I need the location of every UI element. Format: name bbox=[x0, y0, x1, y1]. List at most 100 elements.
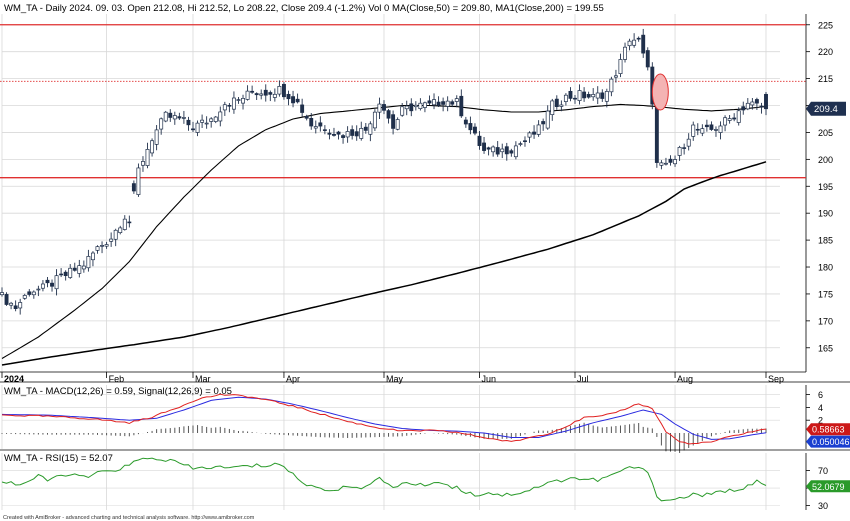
candle-body bbox=[559, 104, 564, 107]
candle-body bbox=[473, 126, 477, 134]
candle-body bbox=[345, 131, 350, 138]
candle-body bbox=[59, 273, 64, 276]
candle-body bbox=[563, 94, 568, 102]
candle-body bbox=[463, 119, 468, 125]
macd-value-label: 0.58663 bbox=[812, 425, 845, 435]
candle-body bbox=[632, 39, 637, 46]
last-price-label: 209.4 bbox=[814, 104, 838, 115]
candle-body bbox=[177, 116, 182, 119]
candle-body bbox=[63, 271, 68, 277]
candle-body bbox=[441, 101, 446, 105]
candle-body bbox=[613, 75, 618, 78]
candle-body bbox=[118, 227, 123, 233]
candle-body bbox=[691, 124, 696, 137]
candle-body bbox=[645, 50, 650, 68]
candle-body bbox=[654, 105, 659, 163]
candle-body bbox=[359, 128, 364, 139]
y-tick-label: 165 bbox=[818, 343, 833, 353]
candle-body bbox=[309, 118, 314, 127]
candle-body bbox=[245, 90, 250, 100]
candle-body bbox=[486, 147, 491, 150]
footer-credit: Created with AmiBroker - advanced charti… bbox=[3, 515, 255, 521]
candle-body bbox=[641, 34, 646, 54]
candle-body bbox=[413, 104, 418, 108]
last-price-badge bbox=[806, 101, 846, 116]
candle-body bbox=[18, 302, 23, 309]
candle-body bbox=[727, 118, 732, 121]
macd-title: WM_TA - MACD(12,26) = 0.59, Signal(12,26… bbox=[4, 386, 232, 397]
candle-body bbox=[13, 305, 18, 309]
candle-body bbox=[186, 119, 191, 126]
candle-body bbox=[300, 104, 305, 113]
candle-body bbox=[686, 138, 691, 147]
candle-body bbox=[286, 93, 291, 100]
candle-body bbox=[50, 282, 54, 287]
candle-body bbox=[191, 128, 195, 131]
candle-body bbox=[295, 98, 300, 103]
candle-body bbox=[418, 102, 423, 109]
candle-body bbox=[332, 133, 336, 136]
y-tick-label: 215 bbox=[818, 74, 833, 84]
candle-body bbox=[495, 147, 500, 155]
x-tick-label: Aug bbox=[677, 374, 693, 384]
rsi-value-badge bbox=[806, 480, 850, 493]
candle-body bbox=[527, 132, 532, 138]
candle-body bbox=[250, 90, 255, 93]
candle-body bbox=[586, 94, 591, 98]
candle-body bbox=[4, 294, 9, 305]
candle-body bbox=[181, 117, 186, 119]
candle-body bbox=[318, 122, 323, 127]
candle-body bbox=[573, 97, 577, 100]
candle-body bbox=[109, 238, 114, 242]
x-tick-label: Sep bbox=[768, 374, 784, 384]
candle-body bbox=[172, 115, 177, 120]
rsi-value-label: 52.0679 bbox=[812, 482, 845, 492]
candle-body bbox=[200, 119, 205, 123]
macd-tick-label: 6 bbox=[818, 390, 823, 400]
ma200-line bbox=[1, 161, 767, 366]
candle-body bbox=[550, 100, 555, 116]
candle-body bbox=[577, 90, 582, 101]
candle-body bbox=[745, 102, 750, 110]
candle-body bbox=[113, 229, 118, 240]
candle-body bbox=[154, 129, 159, 145]
candle-body bbox=[141, 161, 145, 166]
candle-body bbox=[523, 140, 527, 142]
candle-body bbox=[313, 126, 318, 129]
candle-body bbox=[536, 124, 541, 135]
candle-body bbox=[518, 143, 523, 145]
candle-body bbox=[554, 98, 559, 107]
candle-body bbox=[45, 279, 50, 284]
price-panel: 2024FebMarAprMayJunJulAugSep225220215210… bbox=[0, 14, 846, 510]
candle-body bbox=[127, 221, 132, 224]
x-tick-label: Jul bbox=[577, 374, 589, 384]
candle-body bbox=[268, 92, 273, 95]
y-tick-label: 200 bbox=[818, 155, 833, 165]
signal-value-label: 0.050046 bbox=[812, 437, 850, 447]
candle-body bbox=[168, 112, 173, 118]
candle-body bbox=[454, 98, 459, 102]
candle-body bbox=[618, 59, 623, 74]
candle-body bbox=[673, 159, 677, 165]
candle-body bbox=[509, 150, 514, 154]
candle-body bbox=[432, 99, 436, 106]
candle-body bbox=[582, 91, 587, 99]
y-tick-label: 220 bbox=[818, 47, 833, 57]
candle-body bbox=[272, 93, 277, 98]
candle-body bbox=[659, 162, 664, 166]
candle-body bbox=[77, 265, 82, 274]
candle-body bbox=[718, 125, 723, 133]
candle-body bbox=[54, 275, 59, 290]
candle-body bbox=[195, 122, 200, 133]
candle-body bbox=[136, 167, 141, 195]
candle-body bbox=[0, 292, 4, 296]
candle-body bbox=[236, 99, 241, 101]
candle-body bbox=[491, 146, 496, 153]
candle-body bbox=[159, 118, 164, 130]
candle-body bbox=[382, 104, 386, 111]
candle-body bbox=[27, 291, 32, 295]
candle-body bbox=[532, 131, 537, 135]
y-tick-label: 205 bbox=[818, 128, 833, 138]
candle-body bbox=[72, 267, 77, 271]
